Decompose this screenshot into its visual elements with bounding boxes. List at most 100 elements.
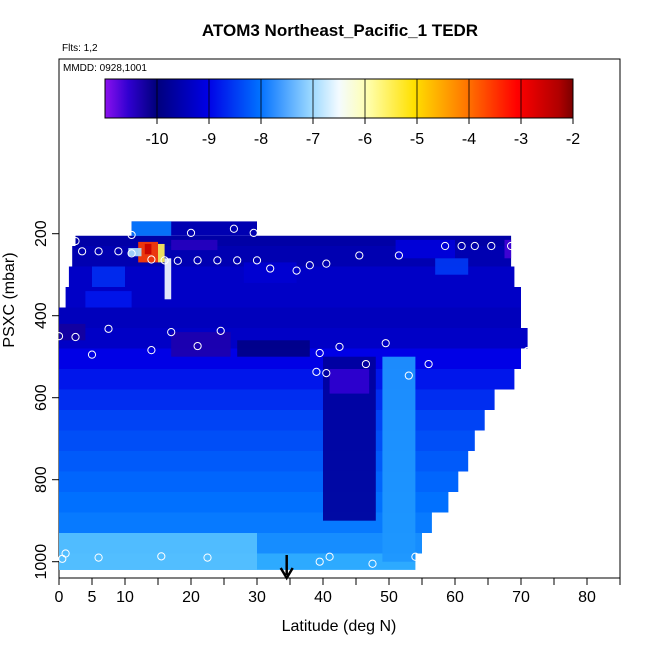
- data-point: [147, 346, 156, 355]
- colorbar-tick-label: -4: [462, 131, 476, 148]
- data-point: [71, 236, 80, 246]
- data-point: [114, 247, 123, 256]
- heatmap-cell-1: [329, 369, 370, 394]
- x-axis-label: Latitude (deg N): [282, 618, 397, 635]
- heatmap-cell-12: [158, 243, 165, 263]
- x-tick-label-60: 60: [446, 589, 464, 606]
- data-point: [322, 369, 331, 378]
- colorbar-tick-label: -9: [202, 131, 216, 148]
- data-point: [394, 251, 403, 260]
- heatmap-cell-7: [92, 266, 125, 287]
- data-point: [147, 255, 156, 264]
- data-point: [266, 264, 275, 273]
- data-point: [203, 553, 212, 562]
- x-tick-label-50: 50: [380, 589, 398, 606]
- y-tick-label-1000: 1000: [33, 544, 50, 580]
- data-point: [470, 241, 479, 251]
- heatmap-cell-2: [382, 356, 416, 562]
- data-point: [424, 359, 433, 369]
- data-point: [325, 552, 334, 561]
- data-point: [160, 256, 169, 265]
- data-point: [193, 341, 202, 351]
- y-tick-label-200: 200: [33, 220, 50, 247]
- x-tick-label-0: 0: [55, 589, 64, 606]
- heatmap-layer-9: [59, 369, 515, 390]
- data-point: [173, 256, 182, 265]
- data-point: [361, 359, 370, 369]
- data-point: [523, 346, 532, 356]
- heatmap-cell-19: [243, 262, 297, 283]
- data-point: [216, 326, 225, 335]
- data-point: [355, 251, 364, 260]
- x-tick-label-40: 40: [314, 589, 332, 606]
- colorbar: -10 -9 -8 -7 -6 -5 -4 -3 -2: [104, 78, 580, 148]
- y-axis-label: PSXC (mbar): [1, 252, 18, 347]
- heatmap-layer-7: [59, 410, 485, 431]
- data-point: [186, 228, 196, 237]
- colorbar-tick-label: -7: [306, 131, 320, 148]
- colorbar-tick-label: -6: [358, 131, 372, 148]
- heatmap-layer-12: [59, 307, 521, 328]
- heatmap-cell-3: [59, 533, 257, 570]
- data-point: [487, 241, 496, 251]
- x-tick-label-5: 5: [88, 589, 97, 606]
- data-point: [229, 224, 238, 233]
- data-point: [441, 241, 450, 251]
- colorbar-tick-label: -5: [410, 131, 424, 148]
- y-tick-label-800: 800: [33, 466, 50, 493]
- colorbar-tick-label: -2: [566, 131, 580, 148]
- data-point: [411, 552, 420, 561]
- x-axis: 0 5 10 20 30 40 50 60 70 80: [55, 578, 621, 606]
- data-point: [368, 559, 377, 568]
- y-tick-label-600: 600: [33, 384, 50, 411]
- heatmap-cell-17: [435, 258, 469, 275]
- dates-annotation: MMDD: 0928,1001: [63, 63, 147, 74]
- data-point: [404, 371, 413, 380]
- data-point: [193, 256, 202, 265]
- heatmap-cell-13: [164, 258, 172, 300]
- data-point: [213, 256, 222, 265]
- heatmap-layer: [59, 221, 528, 570]
- flights-annotation: Flts: 1,2: [62, 43, 98, 54]
- observation-points: [54, 224, 532, 568]
- heatmap-layer-2: [59, 512, 432, 533]
- data-point: [381, 339, 390, 348]
- x-tick-label-20: 20: [182, 589, 200, 606]
- position-arrow: [279, 555, 294, 581]
- y-tick-label-400: 400: [33, 302, 50, 329]
- data-point: [104, 324, 113, 333]
- data-point: [292, 266, 301, 275]
- data-point: [167, 328, 176, 337]
- colorbar-gradient: [104, 78, 574, 119]
- data-point: [127, 249, 136, 258]
- data-point: [335, 342, 344, 351]
- data-point: [78, 247, 87, 256]
- data-point: [233, 256, 242, 265]
- arrow-head: [279, 567, 294, 581]
- heatmap-cell-16: [395, 239, 455, 259]
- data-point: [87, 350, 97, 359]
- x-tick-label-70: 70: [512, 589, 530, 606]
- data-point: [315, 348, 324, 358]
- data-point: [507, 241, 516, 251]
- chart-title: ATOM3 Northeast_Pacific_1 TEDR: [202, 21, 478, 40]
- colorbar-tick-label: -10: [145, 131, 168, 148]
- data-point: [252, 256, 262, 265]
- heatmap-cell-8: [85, 291, 132, 308]
- data-point: [457, 241, 466, 251]
- colorbar-tick-label: -8: [254, 131, 268, 148]
- heatmap-layer-16: [75, 235, 512, 246]
- heatmap-cell-18: [504, 239, 512, 259]
- heatmap-cell-5: [237, 340, 310, 357]
- data-point: [54, 332, 64, 341]
- data-point: [249, 228, 258, 237]
- heatmap-layer-8: [59, 389, 495, 410]
- heatmap-cell-11: [144, 243, 152, 255]
- data-point: [305, 261, 314, 270]
- heatmap-cell-15: [171, 239, 218, 251]
- x-tick-label-10: 10: [116, 589, 134, 606]
- data-point: [322, 259, 331, 268]
- x-tick-label-30: 30: [248, 589, 266, 606]
- data-point: [157, 552, 166, 561]
